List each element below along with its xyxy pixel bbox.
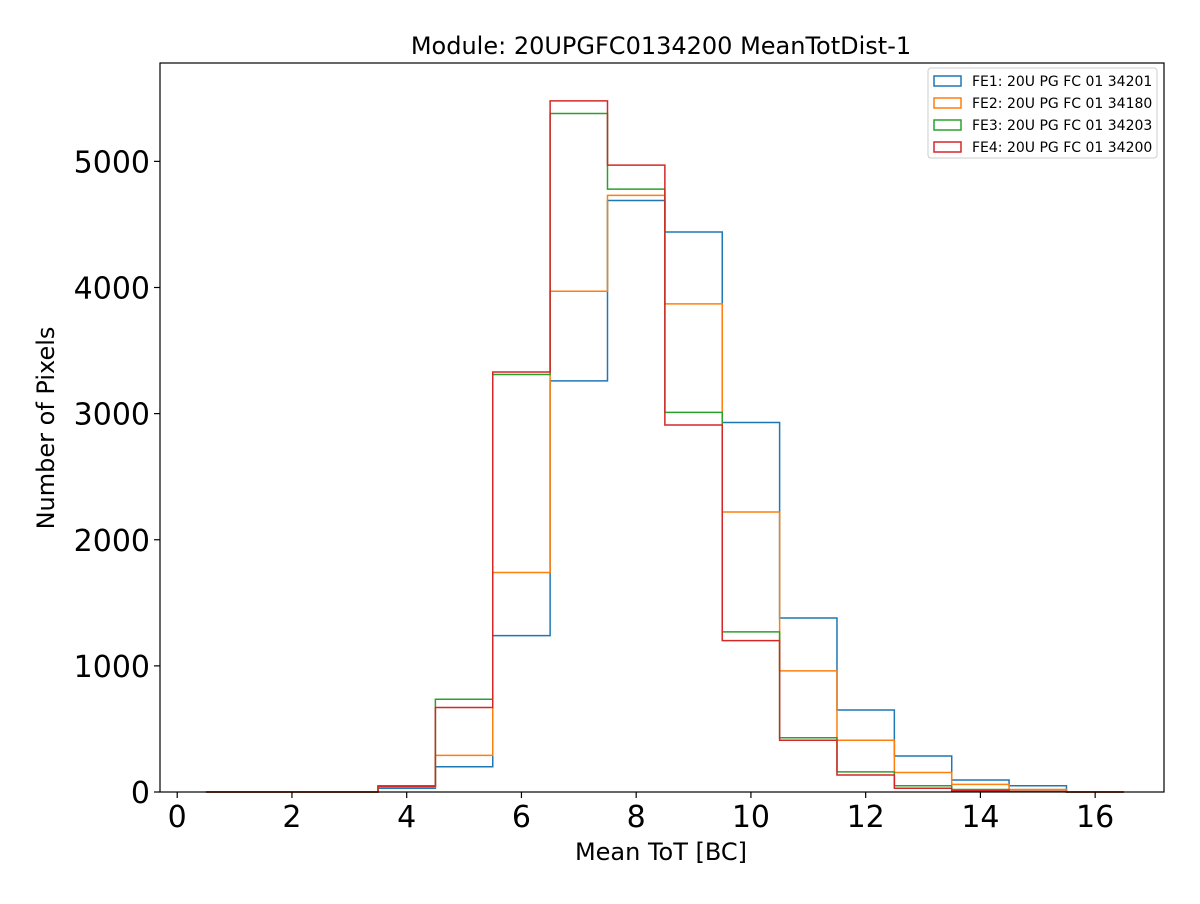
x-tick-label: 0	[168, 800, 187, 835]
y-axis-ticks: 0 1000 2000 3000 4000 5000	[74, 145, 160, 811]
y-tick-label: 4000	[74, 272, 150, 307]
chart-title: Module: 20UPGFC0134200 MeanTotDist-1	[411, 32, 911, 60]
legend-swatch-3	[933, 119, 962, 131]
x-tick-label: 10	[732, 800, 770, 835]
x-tick-label: 2	[282, 800, 301, 835]
legend-label-1: FE1: 20U PG FC 01 34201	[972, 74, 1152, 90]
x-tick-label: 4	[397, 800, 416, 835]
y-tick-label: 5000	[74, 145, 150, 180]
y-tick-label: 0	[131, 776, 150, 811]
x-tick-label: 14	[961, 800, 999, 835]
x-axis-label: Mean ToT [BC]	[575, 838, 747, 866]
legend-label-3: FE3: 20U PG FC 01 34203	[972, 118, 1152, 134]
legend-label-2: FE2: 20U PG FC 01 34180	[972, 96, 1152, 112]
x-tick-label: 12	[847, 800, 885, 835]
y-axis-label: Number of Pixels	[32, 327, 60, 530]
legend-frame	[927, 67, 1158, 159]
series-1-step-line	[205, 199, 1124, 793]
y-tick-label: 3000	[74, 398, 150, 433]
x-tick-label: 16	[1076, 800, 1114, 835]
series-4-step-line	[205, 100, 1124, 793]
x-tick-label: 6	[512, 800, 531, 835]
y-tick-label: 2000	[74, 524, 150, 559]
legend-swatch-1	[933, 75, 962, 87]
legend-swatch-2	[933, 97, 962, 109]
series-layer	[205, 100, 1124, 793]
x-tick-label: 8	[627, 800, 646, 835]
y-tick-label: 1000	[74, 650, 150, 685]
legend-swatch-4	[933, 141, 962, 153]
plot-frame	[159, 62, 1165, 793]
x-axis-ticks: 0 2 4 6 8 10 12 14 16	[168, 792, 1114, 835]
legend-label-4: FE4: 20U PG FC 01 34200	[972, 140, 1152, 156]
legend: FE1: 20U PG FC 01 34201 FE2: 20U PG FC 01…	[927, 67, 1158, 159]
